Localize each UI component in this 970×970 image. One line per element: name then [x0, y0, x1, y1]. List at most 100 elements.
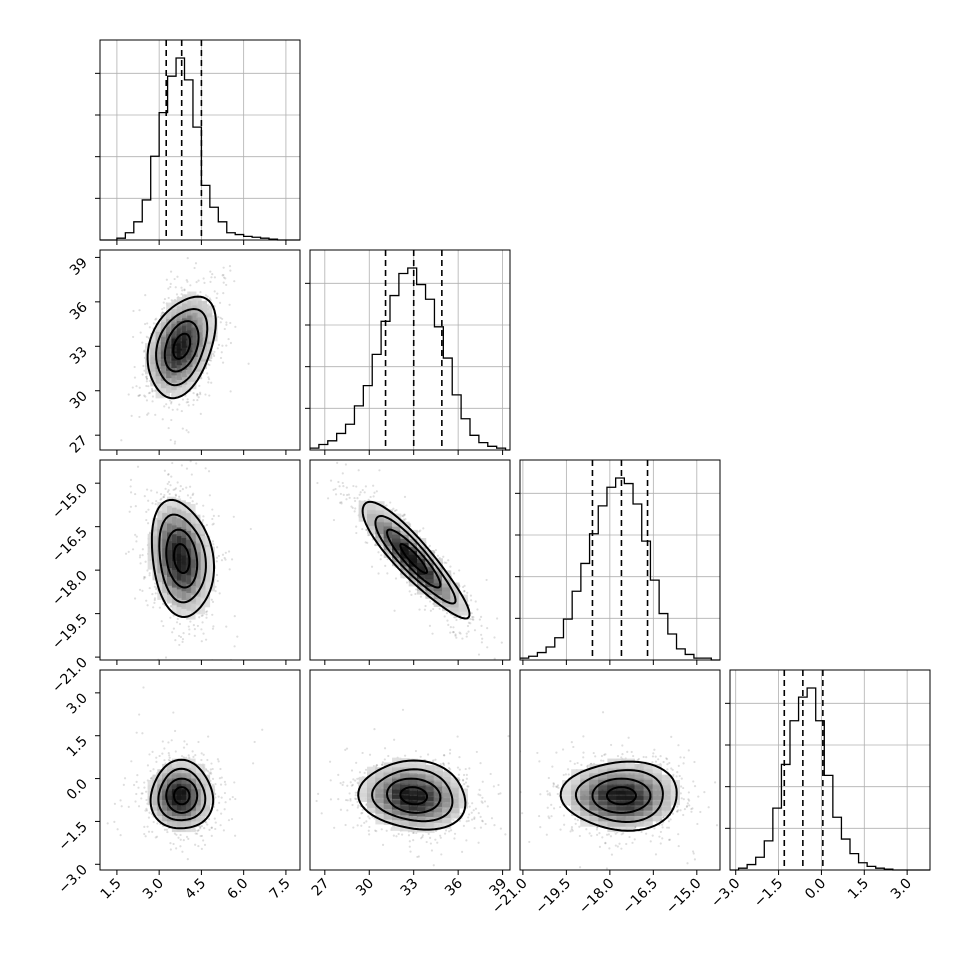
- sample-point: [386, 572, 389, 575]
- sample-point: [124, 552, 128, 555]
- sample-point: [211, 273, 214, 276]
- sample-point: [210, 276, 213, 279]
- sample-point: [447, 559, 450, 562]
- sample-point: [208, 297, 211, 300]
- sample-point: [215, 296, 218, 300]
- density-cell: [187, 298, 197, 309]
- density-cell: [167, 567, 177, 577]
- sample-point: [139, 562, 142, 565]
- sample-point: [247, 362, 250, 365]
- sample-point: [459, 632, 462, 635]
- sample-point: [161, 308, 164, 311]
- sample-point: [178, 403, 181, 406]
- sample-point: [151, 400, 154, 403]
- sample-point: [210, 826, 213, 829]
- density-cell: [181, 573, 191, 583]
- sample-point: [229, 269, 232, 272]
- sample-point: [210, 834, 213, 837]
- sample-point: [129, 505, 133, 508]
- sample-point: [220, 559, 224, 562]
- density-cell: [196, 587, 206, 597]
- sample-point: [332, 488, 335, 492]
- density-cell: [160, 312, 171, 322]
- density-cell: [145, 357, 155, 368]
- sample-point: [345, 498, 348, 501]
- density-cell: [152, 571, 162, 581]
- sample-point: [377, 572, 380, 575]
- sample-point: [145, 518, 148, 522]
- sample-point: [467, 621, 471, 624]
- density-cell: [181, 564, 191, 574]
- sample-point: [446, 619, 449, 622]
- sample-point: [352, 484, 355, 488]
- sample-point: [152, 606, 155, 609]
- sample-point: [386, 558, 389, 561]
- density-cell: [191, 603, 201, 613]
- sample-point: [143, 575, 146, 579]
- sample-point: [199, 393, 202, 396]
- sample-point: [113, 802, 117, 805]
- sample-point: [215, 560, 218, 563]
- sample-point: [145, 399, 149, 402]
- sample-point: [477, 653, 481, 656]
- sample-point: [181, 850, 184, 853]
- sample-point: [213, 290, 216, 293]
- density-cell: [157, 501, 167, 512]
- sample-point: [207, 378, 211, 381]
- contour-level-1: [172, 332, 192, 360]
- sample-point: [197, 279, 200, 282]
- density-cell: [157, 581, 167, 592]
- sample-point: [204, 467, 207, 470]
- sample-point: [357, 469, 360, 472]
- sample-point: [216, 347, 219, 350]
- sample-point: [443, 561, 446, 564]
- density-cell: [181, 323, 192, 333]
- sample-point: [158, 606, 161, 609]
- sample-point: [135, 535, 138, 538]
- sample-point: [145, 377, 149, 380]
- sample-point: [445, 561, 448, 564]
- density-cell: [367, 500, 377, 511]
- density-cell: [157, 572, 167, 583]
- density-cell: [176, 348, 186, 358]
- density-cell: [200, 580, 211, 590]
- sample-point: [137, 419, 139, 421]
- contour-level-1: [172, 543, 191, 574]
- sample-point: [189, 620, 192, 623]
- sample-point: [129, 478, 133, 481]
- histogram-panel-3: [515, 459, 721, 665]
- sample-point: [178, 495, 181, 498]
- sample-point: [356, 496, 359, 500]
- density-cell: [192, 310, 202, 321]
- sample-point: [197, 844, 200, 848]
- density-cell: [157, 546, 167, 556]
- sample-point: [474, 600, 477, 603]
- axes-frame: [309, 459, 511, 661]
- sample-point: [224, 558, 227, 561]
- density-cell: [205, 573, 215, 583]
- sample-point: [210, 381, 213, 384]
- sample-point: [143, 394, 146, 397]
- sample-point: [151, 389, 154, 392]
- density-cell: [181, 599, 191, 609]
- sample-point: [200, 628, 203, 631]
- sample-point: [208, 394, 211, 397]
- sample-point: [211, 523, 214, 526]
- density-cell: [191, 576, 201, 586]
- density-cell: [181, 510, 191, 521]
- sample-point: [329, 479, 333, 482]
- histogram-panel-1: [95, 39, 301, 245]
- sample-point: [185, 401, 188, 404]
- sample-point: [162, 495, 166, 499]
- sample-point: [153, 601, 156, 605]
- sample-point: [480, 624, 483, 627]
- sample-point: [217, 514, 220, 518]
- sample-point: [418, 530, 421, 533]
- sample-point: [213, 350, 216, 353]
- density-cell: [187, 380, 197, 390]
- density-cell: [176, 518, 186, 528]
- sample-point: [144, 576, 147, 579]
- sample-point: [120, 439, 123, 442]
